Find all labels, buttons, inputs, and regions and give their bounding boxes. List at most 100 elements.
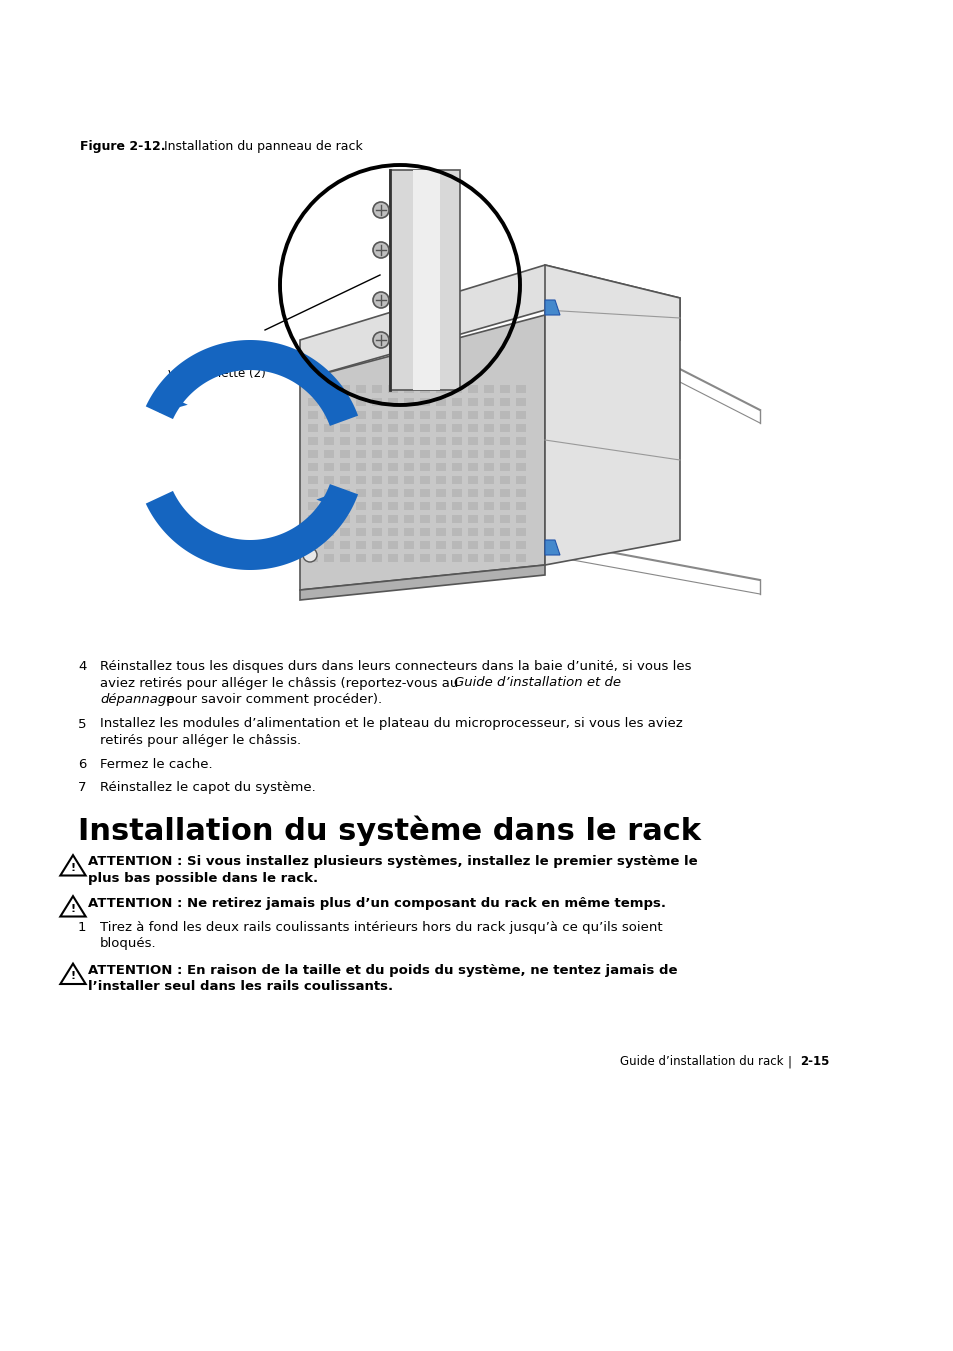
Bar bbox=[372, 385, 381, 393]
Bar bbox=[308, 436, 317, 444]
Bar bbox=[403, 385, 414, 393]
Bar bbox=[499, 476, 510, 484]
Bar bbox=[388, 385, 397, 393]
Bar bbox=[483, 476, 494, 484]
Bar bbox=[483, 528, 494, 536]
Bar bbox=[388, 399, 397, 407]
Bar bbox=[308, 515, 317, 523]
Bar bbox=[419, 528, 430, 536]
Bar bbox=[452, 399, 461, 407]
Bar bbox=[483, 489, 494, 497]
Bar bbox=[403, 528, 414, 536]
Bar bbox=[403, 436, 414, 444]
Bar bbox=[499, 554, 510, 562]
Bar bbox=[499, 399, 510, 407]
Bar bbox=[403, 399, 414, 407]
Bar bbox=[452, 463, 461, 471]
Text: Guide d’installation du rack: Guide d’installation du rack bbox=[619, 1055, 782, 1069]
Text: aviez retirés pour alléger le châssis (reportez-vous au: aviez retirés pour alléger le châssis (r… bbox=[100, 677, 462, 689]
Bar bbox=[324, 463, 334, 471]
Bar bbox=[355, 489, 366, 497]
Bar bbox=[388, 463, 397, 471]
Bar bbox=[403, 489, 414, 497]
Bar bbox=[419, 424, 430, 432]
Bar bbox=[452, 528, 461, 536]
Circle shape bbox=[303, 549, 316, 562]
Bar bbox=[516, 476, 525, 484]
Bar bbox=[419, 540, 430, 549]
Bar bbox=[324, 411, 334, 419]
Bar bbox=[308, 476, 317, 484]
Bar bbox=[324, 436, 334, 444]
Bar bbox=[324, 476, 334, 484]
Bar bbox=[499, 540, 510, 549]
Bar bbox=[419, 554, 430, 562]
Bar bbox=[372, 528, 381, 536]
Bar bbox=[324, 424, 334, 432]
Text: 5: 5 bbox=[78, 717, 87, 731]
Bar bbox=[468, 450, 477, 458]
Text: ATTENTION : Ne retirez jamais plus d’un composant du rack en même temps.: ATTENTION : Ne retirez jamais plus d’un … bbox=[88, 897, 665, 909]
Polygon shape bbox=[390, 170, 459, 390]
Bar bbox=[324, 540, 334, 549]
Bar bbox=[436, 411, 446, 419]
Bar bbox=[483, 411, 494, 419]
Bar bbox=[324, 503, 334, 509]
Bar bbox=[452, 450, 461, 458]
Circle shape bbox=[373, 332, 389, 349]
Text: Figure 2-12.: Figure 2-12. bbox=[80, 141, 165, 153]
Bar bbox=[355, 515, 366, 523]
Bar bbox=[388, 476, 397, 484]
Bar bbox=[339, 411, 350, 419]
Polygon shape bbox=[316, 489, 344, 509]
Polygon shape bbox=[146, 484, 357, 570]
Bar bbox=[436, 436, 446, 444]
Text: 4: 4 bbox=[78, 661, 87, 673]
Bar bbox=[339, 399, 350, 407]
Bar bbox=[324, 554, 334, 562]
Bar bbox=[355, 436, 366, 444]
Text: Tirez à fond les deux rails coulissants intérieurs hors du rack jusqu’à ce qu’il: Tirez à fond les deux rails coulissants … bbox=[100, 921, 662, 934]
Bar bbox=[516, 463, 525, 471]
Bar bbox=[388, 540, 397, 549]
Bar bbox=[403, 463, 414, 471]
Bar bbox=[308, 463, 317, 471]
Polygon shape bbox=[299, 265, 679, 380]
Bar bbox=[388, 515, 397, 523]
Bar bbox=[499, 503, 510, 509]
Bar bbox=[403, 424, 414, 432]
Bar bbox=[516, 399, 525, 407]
Bar bbox=[499, 528, 510, 536]
Bar bbox=[468, 476, 477, 484]
Text: !: ! bbox=[71, 904, 75, 913]
Bar bbox=[388, 489, 397, 497]
Bar bbox=[516, 385, 525, 393]
Bar bbox=[339, 554, 350, 562]
Bar bbox=[372, 540, 381, 549]
Bar bbox=[483, 424, 494, 432]
Bar bbox=[419, 476, 430, 484]
Bar bbox=[339, 503, 350, 509]
Text: vis à molette (2): vis à molette (2) bbox=[168, 367, 266, 380]
Bar bbox=[388, 528, 397, 536]
Polygon shape bbox=[299, 315, 544, 590]
Bar bbox=[452, 540, 461, 549]
Bar bbox=[355, 385, 366, 393]
Bar bbox=[308, 528, 317, 536]
Bar bbox=[483, 385, 494, 393]
Bar bbox=[516, 554, 525, 562]
Bar bbox=[324, 528, 334, 536]
Bar bbox=[419, 436, 430, 444]
Bar bbox=[436, 489, 446, 497]
Bar bbox=[483, 463, 494, 471]
Bar bbox=[516, 515, 525, 523]
Bar bbox=[403, 411, 414, 419]
Bar bbox=[388, 503, 397, 509]
Bar bbox=[403, 450, 414, 458]
Bar bbox=[468, 436, 477, 444]
Bar bbox=[388, 554, 397, 562]
Text: 7: 7 bbox=[78, 781, 87, 794]
Bar bbox=[355, 476, 366, 484]
Text: !: ! bbox=[71, 863, 75, 873]
Text: bloqués.: bloqués. bbox=[100, 938, 156, 951]
